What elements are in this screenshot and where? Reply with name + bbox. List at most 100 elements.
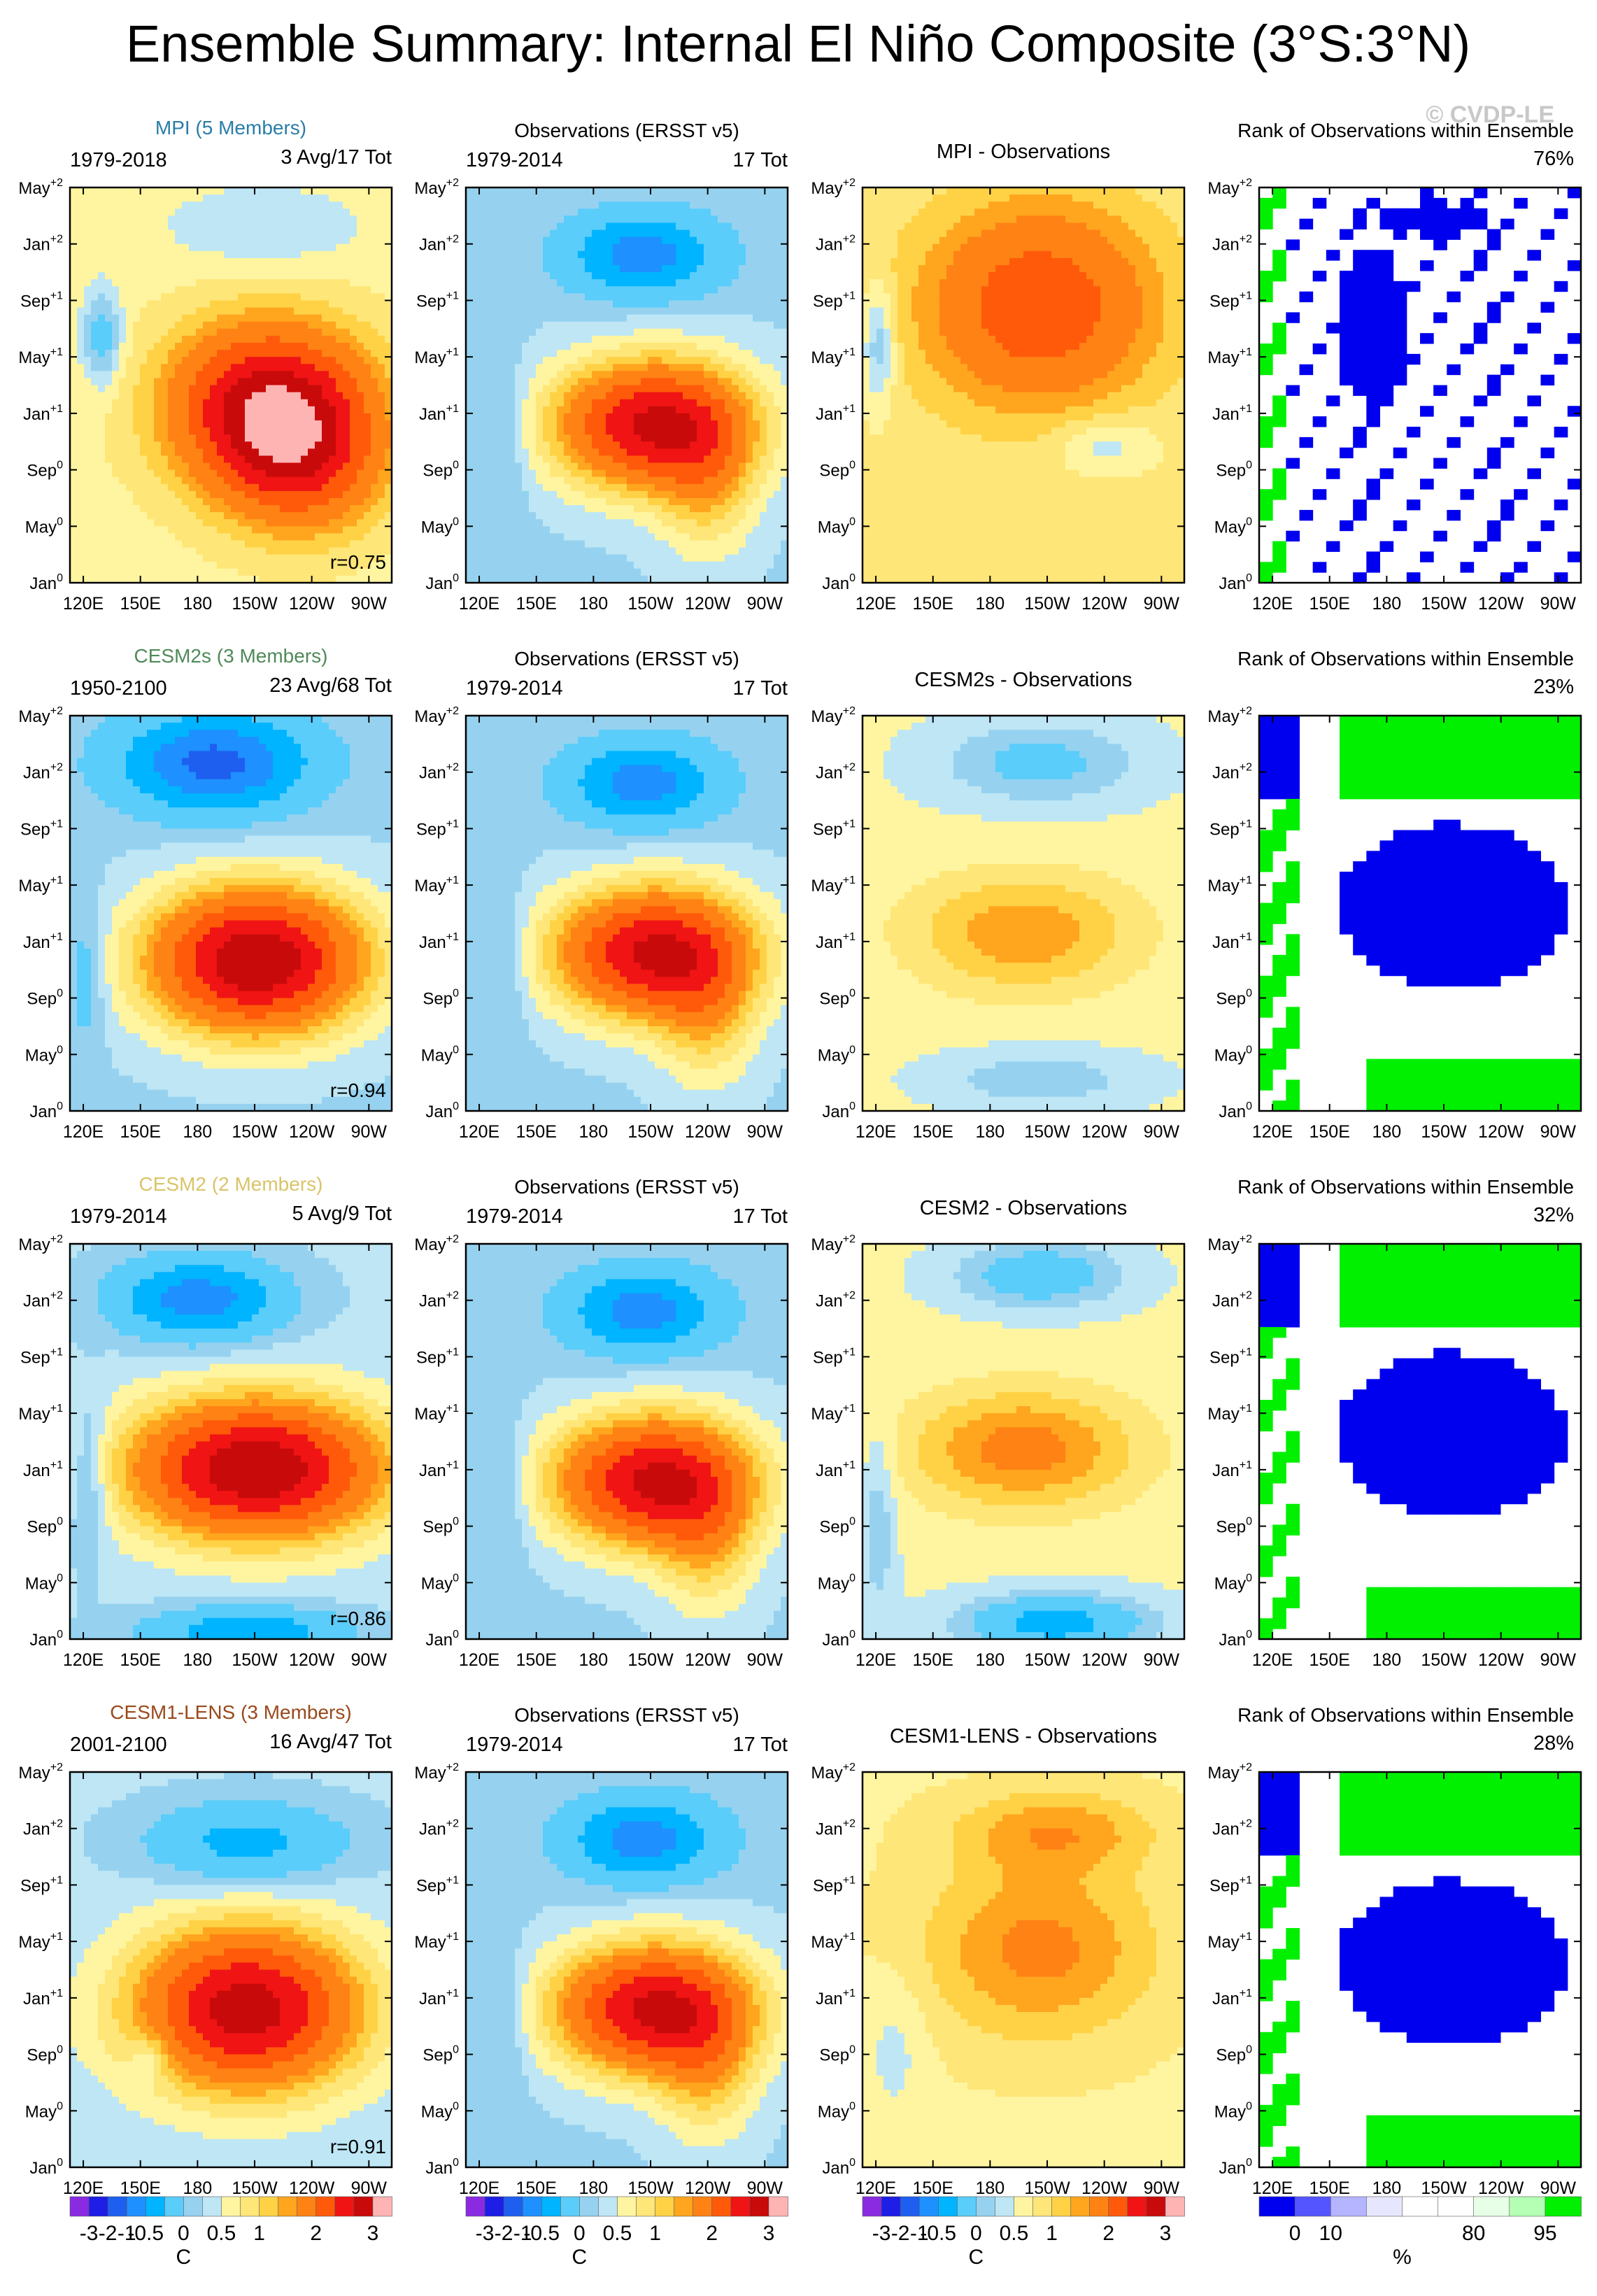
model-cell (203, 264, 211, 273)
model-cell (308, 229, 315, 238)
model-cell (210, 561, 218, 569)
model-cell (210, 328, 218, 336)
model-cell (308, 194, 315, 202)
model-cell (259, 399, 267, 407)
obs-cell (613, 547, 620, 555)
obs-cell (648, 385, 655, 393)
model-cell (98, 476, 106, 485)
model-cell (308, 335, 315, 343)
model-cell (259, 455, 267, 464)
obs-cell (592, 307, 599, 316)
obs-cell (578, 364, 585, 371)
model-cell (147, 378, 155, 386)
model-cell (266, 497, 274, 506)
obs-cell (648, 236, 655, 245)
model-cell (266, 257, 274, 266)
obs-cell (508, 229, 516, 238)
model-cell (315, 561, 322, 569)
obs-cell (739, 554, 746, 562)
obs-cell (480, 279, 488, 287)
model-cell (210, 483, 218, 492)
obs-cell (585, 512, 592, 520)
obs-cell (522, 399, 530, 407)
model-cell (245, 364, 253, 371)
obs-cell (662, 455, 669, 464)
model-cell (154, 208, 162, 216)
obs-cell (550, 547, 558, 555)
obs-cell (676, 540, 683, 548)
model-cell (105, 455, 113, 464)
obs-cell (536, 272, 544, 280)
obs-cell (571, 364, 579, 371)
model-cell (343, 568, 350, 576)
model-cell (77, 335, 85, 343)
obs-cell (606, 243, 613, 252)
obs-cell (473, 519, 481, 527)
model-cell (98, 187, 106, 195)
obs-cell (480, 455, 488, 464)
model-cell (231, 342, 239, 350)
obs-cell (515, 314, 523, 323)
obs-cell (494, 420, 502, 428)
model-cell (70, 328, 78, 336)
model-cell (161, 420, 169, 428)
obs-cell (634, 201, 641, 209)
model-cell (287, 335, 294, 343)
obs-cell (522, 575, 530, 583)
obs-cell (578, 469, 585, 478)
obs-cell (676, 554, 683, 562)
model-cell (336, 497, 343, 506)
obs-cell (662, 342, 669, 350)
model-cell (350, 378, 357, 386)
model-cell (378, 547, 385, 555)
model-cell (105, 378, 113, 386)
obs-cell (466, 547, 474, 555)
model-cell (350, 314, 357, 323)
obs-cell (662, 229, 669, 238)
model-cell (84, 441, 92, 449)
model-cell (91, 392, 99, 400)
obs-cell (753, 392, 760, 400)
model-cell (224, 257, 232, 266)
model-cell (133, 194, 141, 202)
model-cell (119, 321, 127, 329)
obs-cell (550, 455, 558, 464)
obs-cell (627, 490, 634, 499)
obs-cell (529, 335, 537, 343)
obs-cell (690, 427, 697, 435)
obs-cell (739, 342, 746, 350)
model-cell (70, 462, 78, 471)
obs-cell (529, 350, 537, 357)
model-cell (294, 427, 301, 435)
model-cell (308, 561, 315, 569)
obs-cell (550, 350, 558, 357)
model-cell (252, 533, 260, 541)
model-cell (371, 462, 378, 471)
obs-cell (648, 222, 655, 231)
obs-cell (732, 540, 739, 548)
model-cell (161, 497, 169, 506)
model-cell (301, 434, 308, 442)
obs-cell (543, 462, 551, 471)
model-cell (371, 505, 378, 513)
obs-cell (753, 350, 760, 357)
obs-cell (494, 293, 502, 302)
model-cell (231, 497, 239, 506)
model-cell (322, 420, 329, 428)
model-cell (98, 505, 106, 513)
model-cell (371, 321, 378, 329)
obs-cell (592, 448, 599, 456)
obs-cell (592, 512, 599, 520)
obs-cell (711, 300, 718, 309)
model-cell (266, 293, 274, 302)
model-cell (133, 561, 141, 569)
obs-cell (592, 236, 599, 245)
obs-cell (620, 519, 627, 527)
model-cell (147, 533, 155, 541)
obs-cell (466, 526, 474, 534)
obs-cell (501, 469, 509, 478)
model-cell (273, 420, 281, 428)
model-cell (266, 434, 274, 442)
model-cell (301, 448, 308, 456)
model-cell (308, 441, 315, 449)
